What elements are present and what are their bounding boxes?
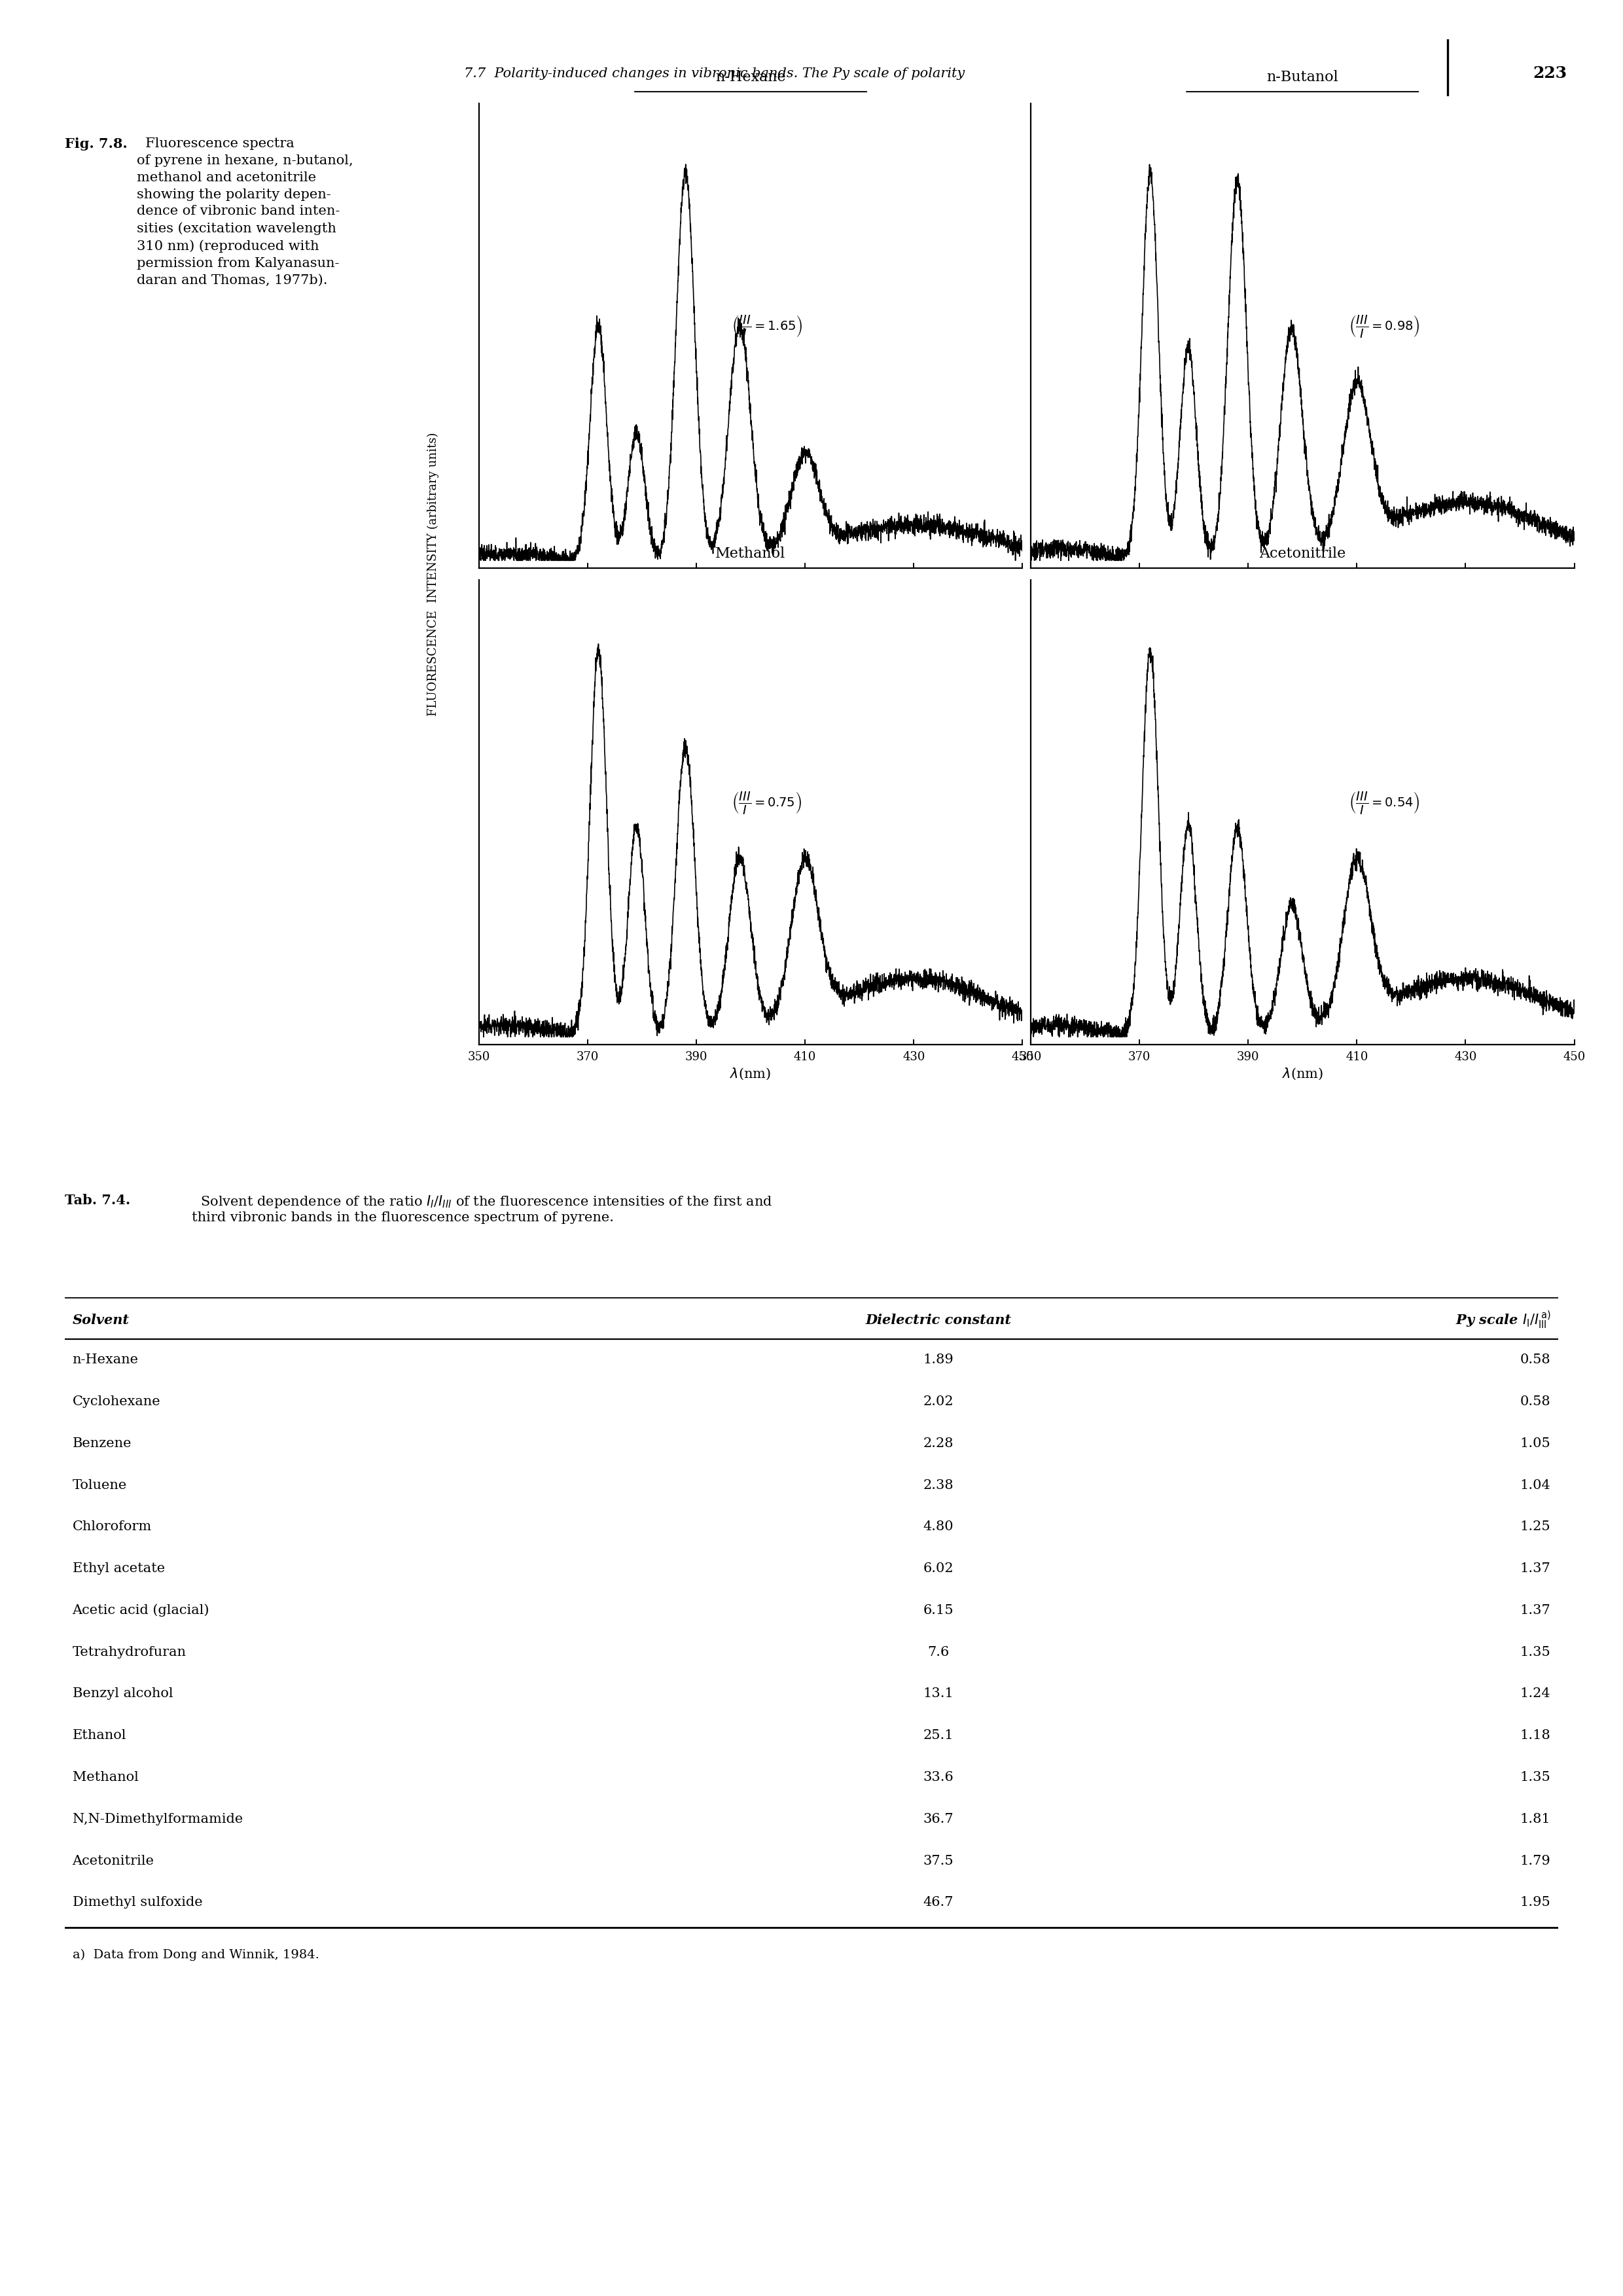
Text: Methanol: Methanol [716,546,786,560]
Text: 0.58: 0.58 [1521,1355,1550,1366]
Text: Chloroform: Chloroform [73,1520,151,1534]
Text: Methanol: Methanol [73,1770,138,1784]
Text: Ethyl acetate: Ethyl acetate [73,1561,166,1575]
Text: 1.25: 1.25 [1521,1520,1550,1534]
Text: Solvent dependence of the ratio $I_I$/$I_{III}$ of the fluorescence intensities : Solvent dependence of the ratio $I_I$/$I… [192,1194,773,1224]
Text: Dielectric constant: Dielectric constant [865,1313,1011,1327]
Text: 1.35: 1.35 [1521,1770,1550,1784]
Text: 2.02: 2.02 [923,1396,954,1407]
Text: Fluorescence spectra
of pyrene in hexane, n-butanol,
methanol and acetonitrile
s: Fluorescence spectra of pyrene in hexane… [136,138,354,287]
Text: 7.7  Polarity-induced changes in vibronic bands. The Py scale of polarity: 7.7 Polarity-induced changes in vibronic… [464,67,964,80]
Text: Acetic acid (glacial): Acetic acid (glacial) [73,1605,209,1616]
Text: 46.7: 46.7 [923,1896,954,1908]
Text: 1.05: 1.05 [1521,1437,1550,1449]
Text: Benzene: Benzene [73,1437,131,1449]
Text: 0.58: 0.58 [1521,1396,1550,1407]
Text: 1.37: 1.37 [1521,1561,1550,1575]
Text: $\left(\dfrac{III}{I} = 0.54\right)$: $\left(\dfrac{III}{I} = 0.54\right)$ [1349,790,1420,815]
Text: 25.1: 25.1 [923,1729,954,1743]
Text: Py scale $I_{\rm I}/I_{\rm III}^{\,\rm a)}$: Py scale $I_{\rm I}/I_{\rm III}^{\,\rm a… [1456,1309,1550,1332]
Text: 33.6: 33.6 [923,1770,954,1784]
Text: 7.6: 7.6 [927,1646,949,1658]
Text: Acetonitrile: Acetonitrile [73,1855,154,1867]
Text: n-Hexane: n-Hexane [716,71,786,85]
Text: $\left(\dfrac{III}{I} = 0.75\right)$: $\left(\dfrac{III}{I} = 0.75\right)$ [732,790,802,815]
Text: 2.28: 2.28 [923,1437,954,1449]
Text: 1.18: 1.18 [1521,1729,1550,1743]
Text: $\left(\dfrac{III}{I} = 0.98\right)$: $\left(\dfrac{III}{I} = 0.98\right)$ [1349,315,1420,340]
Text: Dimethyl sulfoxide: Dimethyl sulfoxide [73,1896,203,1908]
Text: 1.89: 1.89 [923,1355,954,1366]
Text: $\left(\dfrac{III}{I} = 1.65\right)$: $\left(\dfrac{III}{I} = 1.65\right)$ [732,315,802,340]
Text: Solvent: Solvent [73,1313,130,1327]
Text: 13.1: 13.1 [923,1688,954,1699]
Text: N,N-Dimethylformamide: N,N-Dimethylformamide [73,1814,243,1825]
X-axis label: $\lambda$(nm): $\lambda$(nm) [730,1065,771,1081]
Text: Toluene: Toluene [73,1479,127,1492]
Text: 36.7: 36.7 [923,1814,954,1825]
Text: 1.79: 1.79 [1521,1855,1550,1867]
Text: 1.81: 1.81 [1521,1814,1550,1825]
Text: 1.95: 1.95 [1521,1896,1550,1908]
Text: 2.38: 2.38 [923,1479,954,1492]
X-axis label: $\lambda$(nm): $\lambda$(nm) [1282,1065,1323,1081]
Text: 37.5: 37.5 [923,1855,954,1867]
Text: Tetrahydrofuran: Tetrahydrofuran [73,1646,187,1658]
Text: Acetonitrile: Acetonitrile [1259,546,1345,560]
Text: Tab. 7.4.: Tab. 7.4. [65,1194,130,1208]
Text: Benzyl alcohol: Benzyl alcohol [73,1688,174,1699]
Text: 6.02: 6.02 [923,1561,954,1575]
Text: 4.80: 4.80 [923,1520,954,1534]
Text: 6.15: 6.15 [923,1605,954,1616]
Text: Cyclohexane: Cyclohexane [73,1396,161,1407]
Text: Ethanol: Ethanol [73,1729,127,1743]
Text: Fig. 7.8.: Fig. 7.8. [65,138,128,152]
Text: 223: 223 [1532,67,1568,80]
Text: FLUORESCENCE  INTENSITY (arbitrary units): FLUORESCENCE INTENSITY (arbitrary units) [427,432,440,716]
Text: n-Hexane: n-Hexane [73,1355,138,1366]
Text: 1.04: 1.04 [1521,1479,1550,1492]
Text: n-Butanol: n-Butanol [1266,71,1339,85]
Text: 1.24: 1.24 [1521,1688,1550,1699]
Text: 1.37: 1.37 [1521,1605,1550,1616]
Text: a)  Data from Dong and Winnik, 1984.: a) Data from Dong and Winnik, 1984. [73,1949,320,1961]
Text: 1.35: 1.35 [1521,1646,1550,1658]
